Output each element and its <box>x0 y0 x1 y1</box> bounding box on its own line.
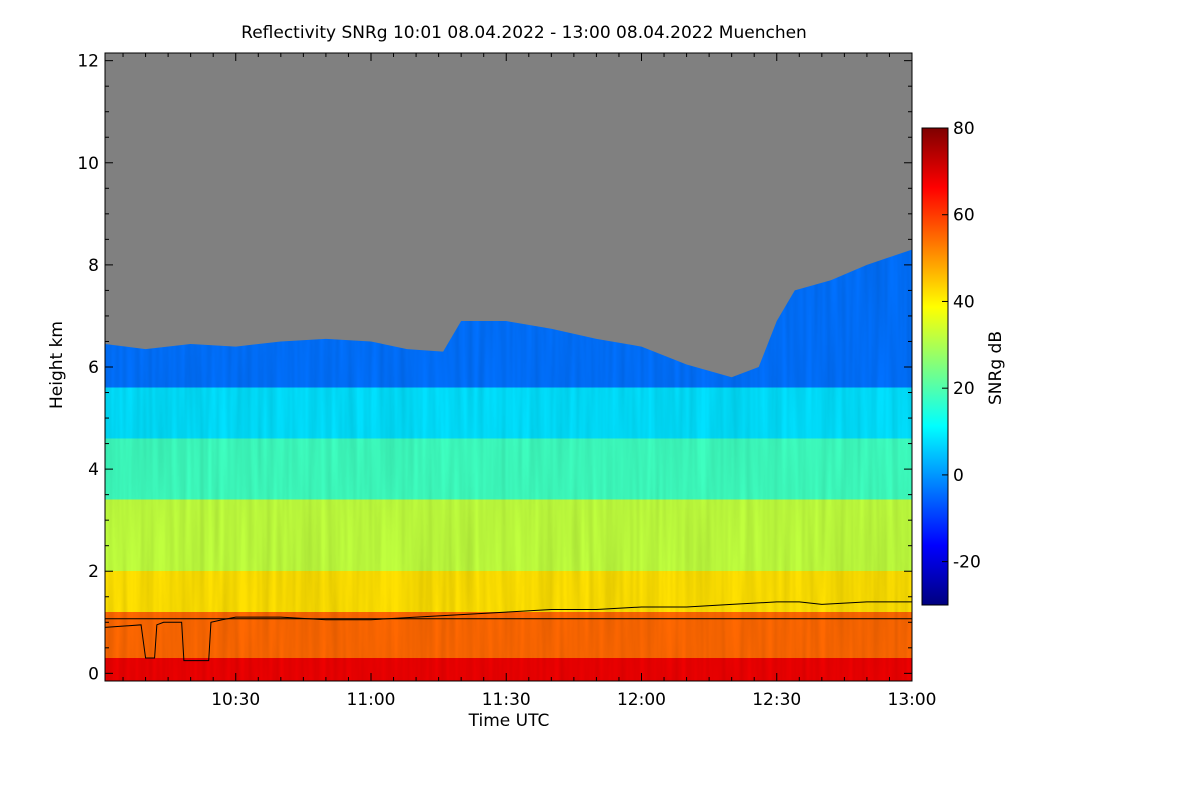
y-tick-label: 2 <box>88 562 99 582</box>
x-tick-label: 13:00 <box>888 690 937 710</box>
colorbar-tick-label: 80 <box>953 119 975 139</box>
x-axis-label: Time UTC <box>468 711 550 731</box>
x-axis: 10:30 11:00 11:30 12:00 12:30 13:00 <box>122 53 937 710</box>
colorbar-scale <box>921 127 949 606</box>
y-tick-label: 8 <box>88 256 99 276</box>
line-series-1 <box>105 601 912 662</box>
colorbar: -20 0 20 40 60 80 SNRg dB <box>921 119 1006 606</box>
colorbar-tick-label: 60 <box>953 206 975 226</box>
colorbar-tick-label: 40 <box>953 292 975 312</box>
colorbar-label: SNRg dB <box>986 331 1006 405</box>
y-tick-label: 4 <box>88 460 99 480</box>
x-tick-label: 11:30 <box>482 690 531 710</box>
line-series-layer <box>105 601 912 662</box>
x-tick-label: 12:00 <box>617 690 666 710</box>
x-tick-label: 10:30 <box>211 690 260 710</box>
y-tick-label: 10 <box>77 154 99 174</box>
signal-texture <box>105 249 912 681</box>
y-tick-label: 0 <box>88 664 99 684</box>
y-axis-label: Height km <box>47 321 67 409</box>
plot-area <box>105 53 912 681</box>
colorbar-tick-label: -20 <box>953 553 981 573</box>
chart-title: Reflectivity SNRg 10:01 08.04.2022 - 13:… <box>241 23 807 43</box>
y-axis: 0 2 4 6 8 10 12 <box>77 52 912 684</box>
y-tick-label: 12 <box>77 52 99 72</box>
colorbar-ticks: -20 0 20 40 60 80 <box>942 119 981 573</box>
x-tick-label: 12:30 <box>752 690 801 710</box>
colorbar-tick-label: 0 <box>953 466 964 486</box>
colorbar-tick-label: 20 <box>953 379 975 399</box>
y-tick-label: 6 <box>88 358 99 378</box>
x-tick-label: 11:00 <box>346 690 395 710</box>
